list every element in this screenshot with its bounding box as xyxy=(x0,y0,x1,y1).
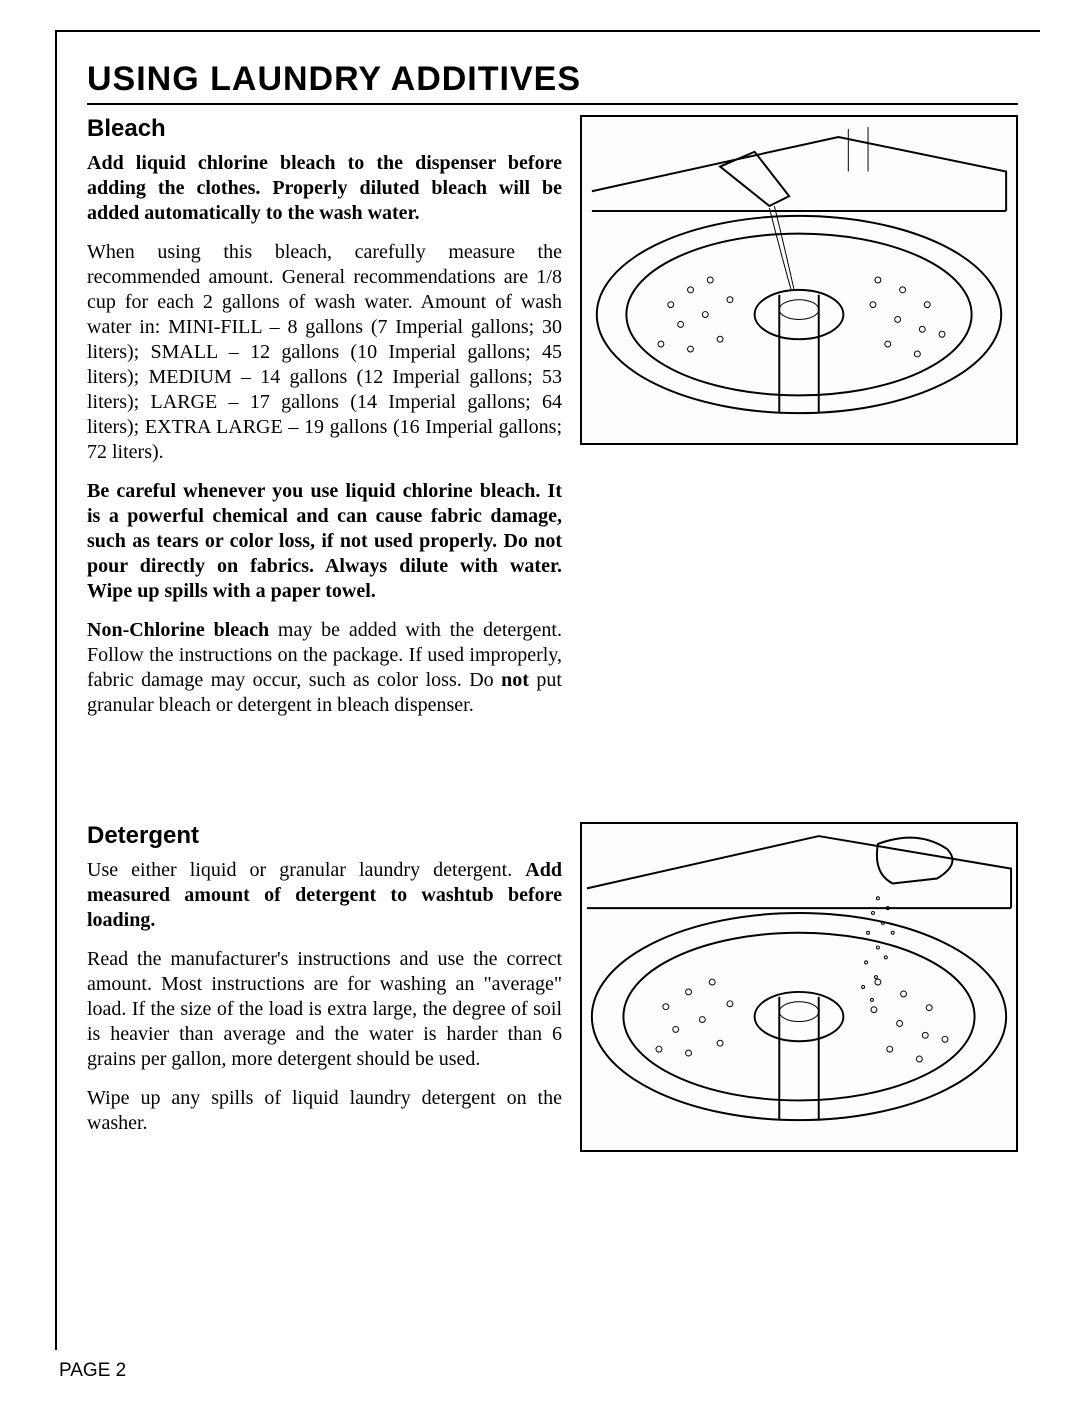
washer-pour-detergent-icon xyxy=(582,824,1016,1150)
bleach-intro: Add liquid chlorine bleach to the dispen… xyxy=(87,151,562,226)
bleach-warning: Be careful whenever you use liquid chlor… xyxy=(87,479,562,604)
bleach-text-column: Bleach Add liquid chlorine bleach to the… xyxy=(87,115,562,732)
nonchlorine-lead: Non-Chlorine bleach xyxy=(87,619,269,641)
detergent-body1: Read the manufacturer's instructions and… xyxy=(87,947,562,1072)
detergent-heading: Detergent xyxy=(87,822,562,850)
bleach-body1: When using this bleach, carefully measur… xyxy=(87,240,562,465)
bleach-illustration xyxy=(580,115,1018,445)
page-frame: USING LAUNDRY ADDITIVES Bleach Add liqui… xyxy=(55,30,1040,1350)
title-rule xyxy=(87,103,1018,105)
bleach-heading: Bleach xyxy=(87,115,562,143)
detergent-section: Detergent Use either liquid or granular … xyxy=(87,822,1018,1152)
page-title: USING LAUNDRY ADDITIVES xyxy=(87,60,1018,99)
detergent-intro-pre: Use either liquid or granular laundry de… xyxy=(87,859,525,881)
bleach-nonchlorine: Non-Chlorine bleach may be added with th… xyxy=(87,618,562,718)
bleach-section: Bleach Add liquid chlorine bleach to the… xyxy=(87,115,1018,732)
page-number: PAGE 2 xyxy=(55,1360,1040,1382)
washer-pour-bleach-icon xyxy=(582,117,1016,443)
detergent-body2: Wipe up any spills of liquid laundry det… xyxy=(87,1086,562,1136)
detergent-text-column: Detergent Use either liquid or granular … xyxy=(87,822,562,1150)
detergent-illustration xyxy=(580,822,1018,1152)
nonchlorine-not: not xyxy=(501,669,529,691)
detergent-intro: Use either liquid or granular laundry de… xyxy=(87,858,562,933)
